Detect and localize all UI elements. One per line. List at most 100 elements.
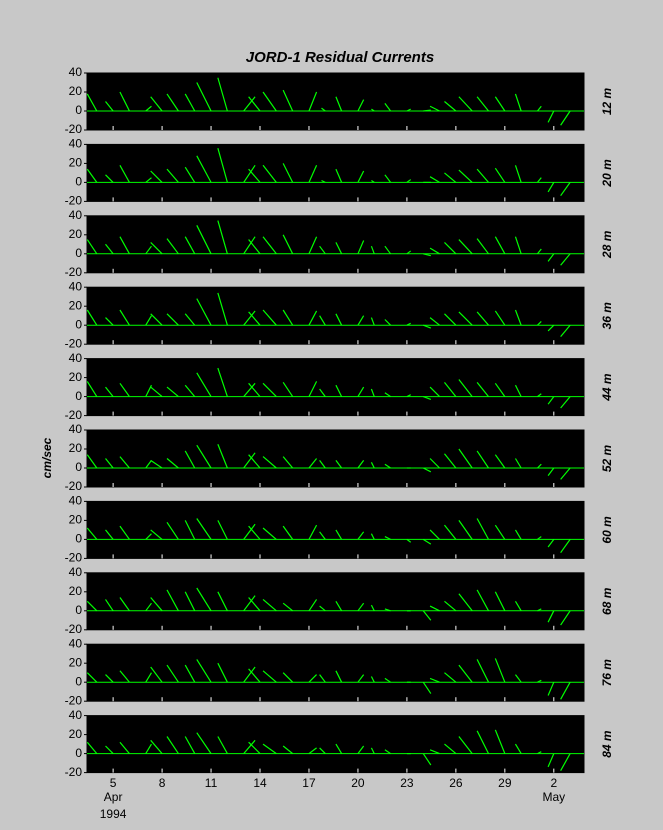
stick (282, 234, 294, 255)
stick (184, 236, 196, 255)
stick (282, 89, 294, 112)
y-tick-label: 20 (69, 227, 83, 241)
stick (150, 313, 163, 326)
stick (357, 745, 365, 754)
stick (444, 524, 457, 540)
stick (560, 396, 571, 409)
stick (494, 729, 506, 754)
y-tick-label: 20 (69, 655, 83, 669)
stick (458, 664, 473, 683)
y-tick-label: 40 (69, 565, 83, 579)
stick (150, 666, 163, 683)
x-tick-label: 5 (110, 776, 117, 790)
stick (444, 600, 457, 612)
stick (86, 600, 98, 612)
stick (243, 595, 256, 612)
stick (357, 602, 365, 612)
stick (370, 317, 375, 326)
y-tick-label: 0 (75, 746, 82, 760)
stick (119, 670, 130, 683)
stick (547, 467, 555, 476)
stick (422, 681, 432, 694)
stick (335, 529, 343, 540)
stick (476, 168, 489, 183)
stick (319, 460, 326, 469)
stick (514, 600, 522, 612)
stick (560, 753, 571, 771)
stick (370, 533, 375, 540)
stick (262, 164, 277, 183)
stick (560, 467, 571, 480)
x-tick-label: 20 (351, 776, 365, 790)
stick (217, 736, 228, 754)
stick (248, 239, 261, 255)
y-tick-label: 40 (69, 137, 83, 151)
stick (150, 739, 163, 754)
stick (422, 610, 432, 621)
stick (370, 462, 375, 469)
y-tick-label: 40 (69, 494, 83, 508)
stick (547, 182, 555, 193)
stick (105, 174, 114, 183)
stick (357, 170, 365, 183)
stick (282, 525, 294, 540)
stick (248, 668, 261, 683)
stick (560, 182, 571, 197)
stick (166, 664, 179, 683)
stick (476, 96, 489, 112)
stick (514, 165, 522, 183)
stick (184, 736, 196, 754)
stick (429, 529, 440, 540)
stick (119, 382, 130, 397)
stick (166, 168, 179, 183)
stick (384, 245, 392, 255)
stick (422, 467, 432, 473)
stick (458, 520, 473, 540)
panel-label: 28 m (600, 230, 614, 259)
y-tick-label: -20 (65, 408, 83, 422)
stick (145, 743, 152, 754)
stick (458, 96, 473, 112)
stick (547, 396, 555, 405)
stick (371, 108, 375, 112)
month-label: Apr (104, 790, 123, 804)
stick (184, 93, 196, 112)
stick (321, 107, 326, 112)
stick (262, 456, 277, 469)
stick (282, 745, 294, 755)
stick (105, 458, 114, 469)
stick (105, 386, 114, 397)
stick (282, 456, 294, 469)
stick (145, 105, 152, 112)
x-tick-label: 23 (400, 776, 414, 790)
y-tick-label: 40 (69, 208, 83, 222)
stick (494, 454, 506, 469)
stick (119, 165, 130, 183)
stick (537, 393, 542, 398)
stick (547, 110, 555, 123)
stick (370, 388, 375, 397)
stick (166, 589, 179, 612)
stick (262, 670, 277, 683)
stick (476, 450, 490, 469)
stick (444, 101, 457, 112)
panel (86, 143, 585, 202)
stick (217, 662, 228, 683)
stick (166, 238, 179, 255)
stick (537, 608, 542, 612)
stick (248, 311, 261, 326)
stick (243, 452, 256, 469)
stick (262, 527, 277, 540)
stick (514, 384, 522, 397)
stick (494, 658, 506, 683)
stick (494, 96, 506, 112)
stick (335, 242, 343, 255)
stick (262, 382, 277, 398)
stick (384, 677, 391, 683)
y-tick-label: 20 (69, 298, 83, 312)
stick (150, 241, 163, 255)
stick (243, 96, 256, 112)
stick (145, 384, 152, 397)
y-tick-label: -20 (65, 693, 83, 707)
stick (150, 529, 163, 540)
